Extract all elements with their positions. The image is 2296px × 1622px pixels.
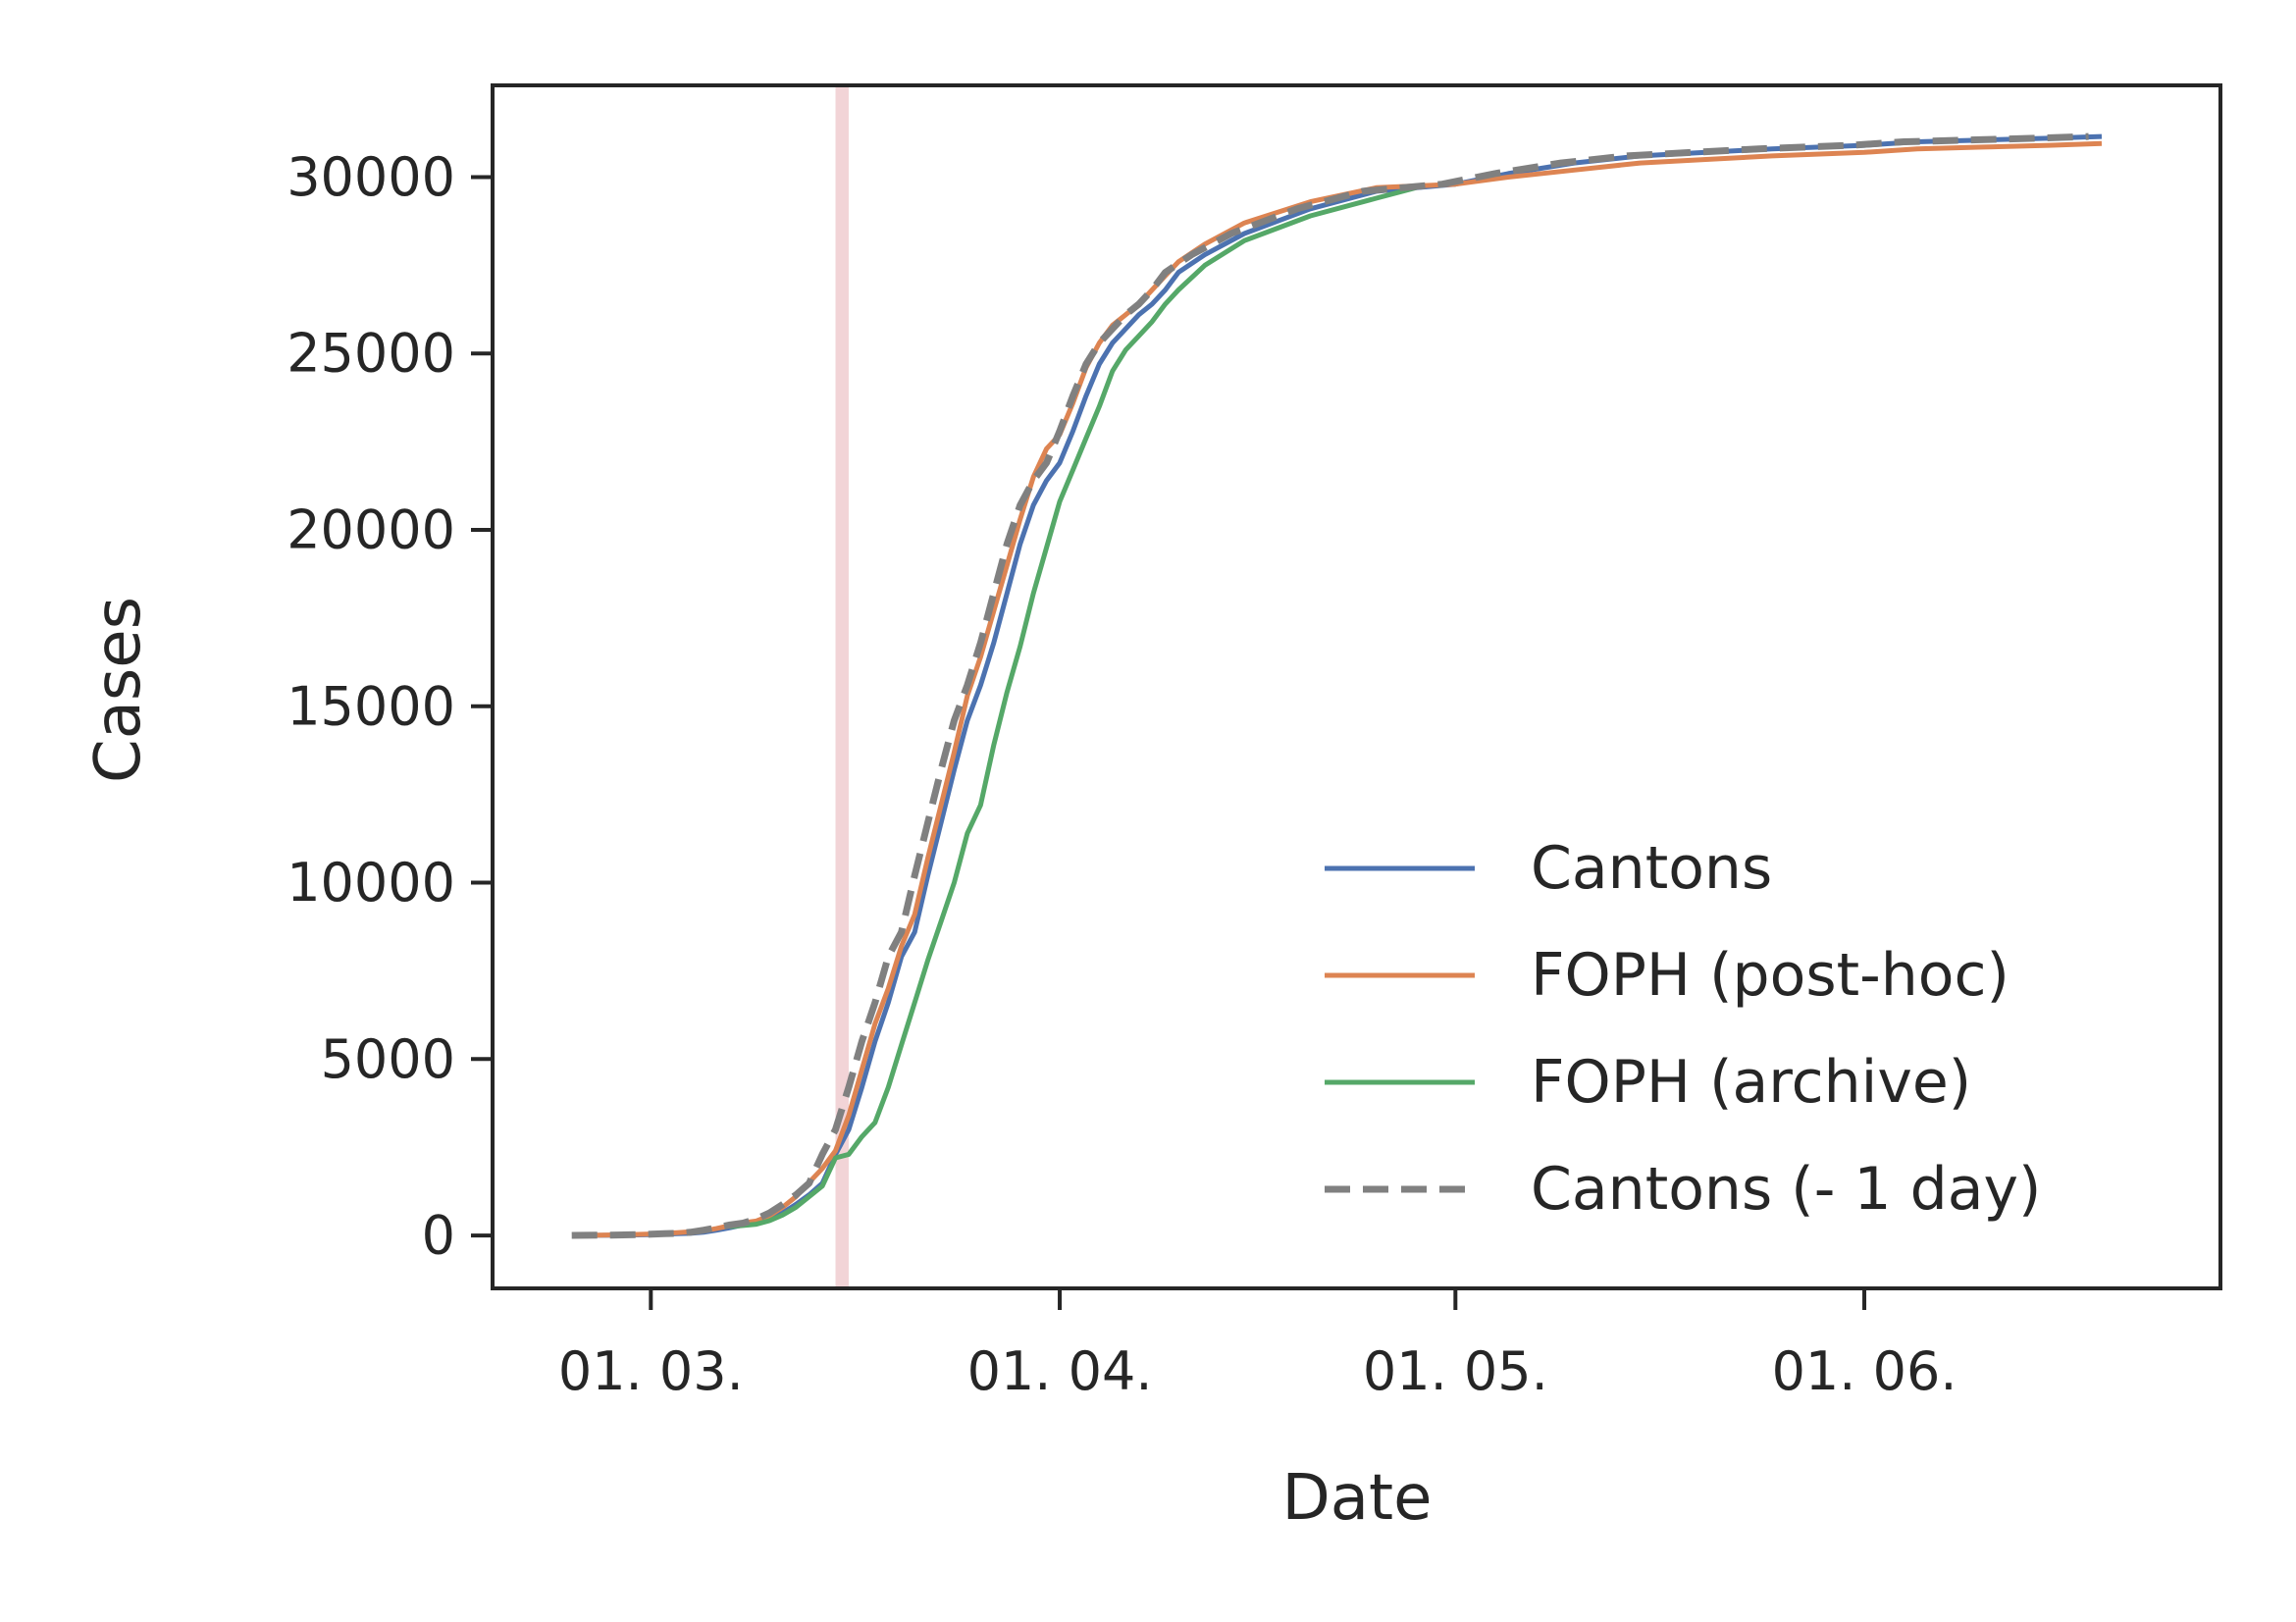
- shaded-span-layer: [835, 85, 849, 1288]
- plot-frame: [491, 83, 2222, 1290]
- y-tick-label: 25000: [287, 323, 455, 385]
- x-tick-label: 01. 06.: [1772, 1340, 1957, 1402]
- x-tick-label: 01. 04.: [967, 1340, 1153, 1402]
- shaded-span: [835, 85, 849, 1288]
- axes-layer: 0 5000 10000 15000 20000 25000 30000 01. 03. 01.…: [287, 83, 2222, 1402]
- y-axis-title: Cases: [82, 597, 155, 783]
- x-tick-label: 01. 03.: [558, 1340, 744, 1402]
- legend-label: Cantons (- 1 day): [1531, 1155, 2041, 1224]
- y-tick-label: 0: [422, 1205, 455, 1267]
- legend-label: Cantons: [1531, 834, 1772, 903]
- series-line-3: [729, 184, 1417, 1230]
- x-tick-label: 01. 05.: [1363, 1340, 1548, 1402]
- y-tick-label: 30000: [287, 146, 455, 208]
- series-layer: [571, 132, 2103, 1239]
- y-tick-label: 20000: [287, 499, 455, 561]
- x-axis-title: Date: [1282, 1462, 1433, 1535]
- legend: Cantons FOPH (post-hoc) FOPH (archive) Cant…: [1325, 834, 2041, 1224]
- y-tick-label: 10000: [287, 852, 455, 914]
- legend-label: FOPH (archive): [1531, 1048, 1971, 1117]
- legend-label: FOPH (post-hoc): [1531, 941, 2009, 1010]
- y-tick-label: 5000: [321, 1028, 455, 1090]
- series-line-4: [571, 132, 2089, 1239]
- y-tick-label: 15000: [287, 675, 455, 737]
